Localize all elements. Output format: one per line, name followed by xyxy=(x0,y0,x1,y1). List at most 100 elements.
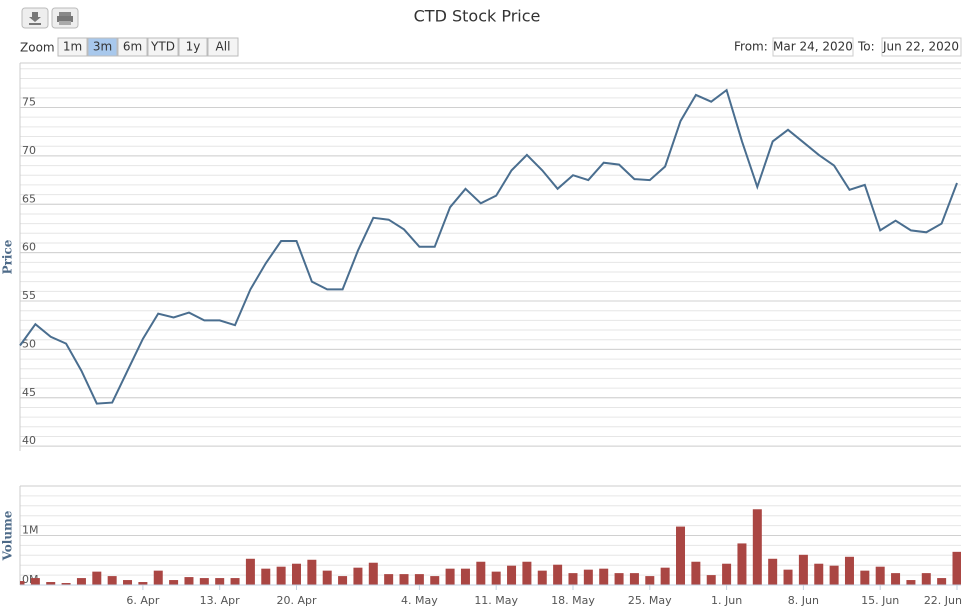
volume-bar xyxy=(476,561,486,585)
volume-bar xyxy=(645,576,655,585)
volume-bar xyxy=(937,578,947,585)
x-tick-label: 1. Jun xyxy=(711,594,742,607)
volume-bar xyxy=(798,554,808,585)
volume-bar xyxy=(430,576,440,585)
y-tick-label: 45 xyxy=(22,386,36,399)
volume-bar xyxy=(138,582,148,585)
volume-bar xyxy=(460,568,470,585)
button-label[interactable]: 1m xyxy=(63,40,82,54)
volume-bar xyxy=(537,570,547,585)
price-line xyxy=(19,88,958,405)
zoom-button[interactable]: 6m xyxy=(117,37,148,57)
y-tick-label: 65 xyxy=(22,192,36,205)
volume-bar xyxy=(245,558,255,585)
x-tick-label: 8. Jun xyxy=(788,594,819,607)
volume-bar xyxy=(783,569,793,585)
zoom-button[interactable]: All xyxy=(207,37,239,57)
from-label: From: xyxy=(734,40,768,54)
volume-bar xyxy=(829,565,839,585)
volume-bar xyxy=(184,577,194,585)
volume-bar xyxy=(553,564,563,585)
volume-bar xyxy=(583,569,593,585)
volume-bar xyxy=(107,576,117,585)
to-label: To: xyxy=(857,40,875,54)
volume-bar xyxy=(338,576,348,585)
volume-bar xyxy=(737,543,747,585)
volume-bar xyxy=(199,578,209,585)
volume-bar xyxy=(629,573,639,585)
volume-bar xyxy=(614,573,624,585)
volume-bar xyxy=(153,570,163,585)
zoom-label: Zoom xyxy=(20,41,55,55)
from-input[interactable]: Mar 24, 2020 xyxy=(772,37,854,57)
y-tick-label: 75 xyxy=(22,96,36,109)
x-tick-label: 11. May xyxy=(474,594,518,607)
volume-bar xyxy=(414,574,424,585)
zoom-button[interactable]: 1y xyxy=(178,37,208,57)
volume-bar xyxy=(46,582,56,585)
volume-bar xyxy=(875,566,885,585)
volume-bar xyxy=(399,574,409,585)
volume-bar xyxy=(61,583,71,585)
zoom-button[interactable]: 3m xyxy=(87,37,118,57)
volume-bar xyxy=(814,563,824,585)
volume-bar xyxy=(952,551,961,585)
zoom-button[interactable]: 1m xyxy=(57,37,88,57)
volume-bar xyxy=(568,573,578,585)
button-label[interactable]: 1y xyxy=(186,40,201,54)
volume-bar xyxy=(844,556,854,585)
x-tick-label: 6. Apr xyxy=(126,594,159,607)
x-tick-label: 15. Jun xyxy=(861,594,899,607)
volume-bar xyxy=(76,578,86,585)
button-label[interactable]: YTD xyxy=(150,40,175,54)
volume-bar xyxy=(860,570,870,585)
y-tick-label: 70 xyxy=(22,144,36,157)
y-tick-label: 50 xyxy=(22,337,36,350)
button-label[interactable]: 3m xyxy=(93,40,112,54)
from-date[interactable]: Mar 24, 2020 xyxy=(773,40,853,54)
button-box[interactable] xyxy=(117,37,148,57)
y-axis-title: Volume xyxy=(1,510,15,561)
button-box[interactable] xyxy=(87,37,118,57)
volume-bar xyxy=(706,575,716,585)
volume-bar xyxy=(921,573,931,585)
volume-bar xyxy=(291,563,301,585)
volume-bar xyxy=(123,580,133,585)
x-tick-label: 22. Jun xyxy=(924,594,962,607)
volume-bar xyxy=(353,567,363,585)
volume-bar xyxy=(276,566,286,585)
volume-bar xyxy=(215,578,225,585)
to-input[interactable]: Jun 22, 2020 xyxy=(881,37,962,57)
y-tick-label: 40 xyxy=(22,434,36,447)
volume-bar xyxy=(691,561,701,585)
volume-bar xyxy=(307,559,317,585)
volume-bar xyxy=(722,563,732,585)
button-label[interactable]: All xyxy=(216,40,231,54)
volume-bar xyxy=(384,574,394,585)
print-button[interactable] xyxy=(51,7,79,29)
x-tick-label: 4. May xyxy=(401,594,438,607)
volume-bar xyxy=(660,567,670,585)
download-button[interactable] xyxy=(21,7,49,29)
volume-bar xyxy=(676,526,686,585)
button-label[interactable]: 6m xyxy=(123,40,142,54)
volume-bar xyxy=(20,581,25,585)
to-date[interactable]: Jun 22, 2020 xyxy=(882,40,959,54)
volume-bar xyxy=(752,509,762,585)
button-box[interactable] xyxy=(147,37,179,57)
volume-bar xyxy=(322,570,332,585)
y-axis-title: Price xyxy=(1,239,15,274)
x-tick-label: 20. Apr xyxy=(276,594,316,607)
x-tick-label: 18. May xyxy=(551,594,595,607)
y-tick-label: 1M xyxy=(22,524,39,537)
button-box[interactable] xyxy=(57,37,88,57)
zoom-button[interactable]: YTD xyxy=(147,37,179,57)
button-box[interactable] xyxy=(178,37,208,57)
button-box[interactable] xyxy=(207,37,239,57)
x-tick-label: 13. Apr xyxy=(200,594,240,607)
x-tick-label: 25. May xyxy=(628,594,672,607)
volume-bar xyxy=(599,568,609,585)
volume-bar xyxy=(906,580,916,585)
